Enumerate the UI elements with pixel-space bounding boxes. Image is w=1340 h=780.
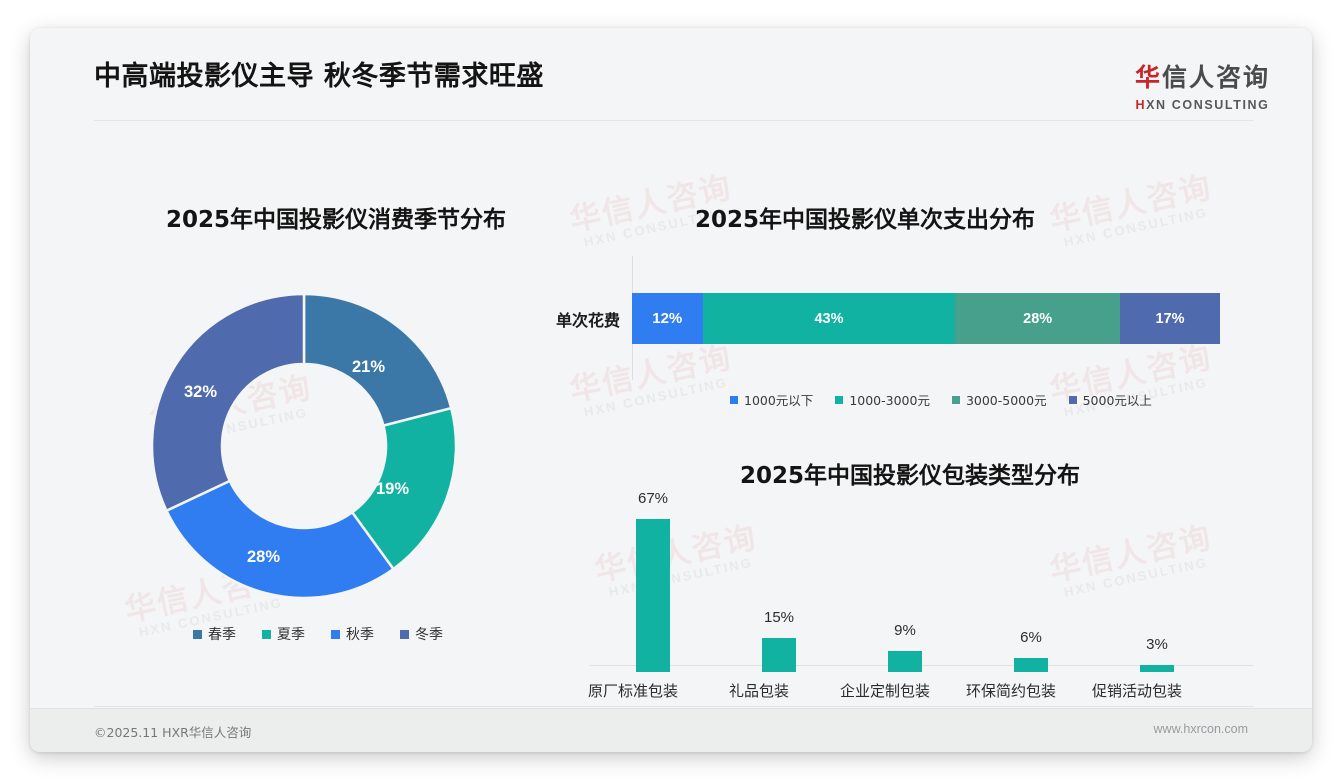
legend-item-3000-5000[interactable]: 3000-5000元 [951, 390, 1047, 409]
legend-label-3000-5000: 3000-5000元 [965, 393, 1047, 408]
legend-swatch-under-1000 [730, 395, 738, 404]
legend-label-winter: 冬季 [415, 627, 443, 643]
watermark-cn-text: 华信人咨询 [566, 339, 736, 409]
legend-swatch-spring [193, 629, 202, 639]
watermark-en-text: HXN CONSULTING [1062, 204, 1210, 250]
stack-segment-under-1000[interactable]: 12% [632, 293, 703, 344]
stacked-bar-legend: 1000元以下 1000-3000元 3000-5000元 5000元以上 [730, 390, 1152, 409]
donut-slice-autumn[interactable] [164, 479, 396, 600]
legend-item-above-5000[interactable]: 5000元以上 [1068, 390, 1152, 409]
donut-chart-title: 2025年中国投影仪消费季节分布 [166, 207, 507, 233]
legend-swatch-above-5000 [1068, 395, 1077, 404]
watermark-en-text: HXN CONSULTING [582, 374, 730, 420]
spend-chart-title: 2025年中国投影仪单次支出分布 [695, 207, 1036, 233]
legend-swatch-winter [400, 629, 409, 639]
legend-swatch-summer [262, 629, 271, 639]
column-bar-1[interactable] [762, 638, 796, 672]
logo-cn-highlight: 华 [1134, 63, 1162, 92]
stack-segment-above-5000[interactable]: 17% [1120, 293, 1220, 344]
season-distribution-donut-chart: 21% 19% 28% 32% [134, 276, 474, 616]
column-bar-4[interactable] [1140, 665, 1174, 672]
legend-item-1000-3000[interactable]: 1000-3000元 [835, 390, 930, 409]
column-value-0: 67% [637, 490, 669, 507]
legend-item-winter[interactable]: 冬季 [400, 624, 443, 644]
legend-label-above-5000: 5000元以上 [1082, 393, 1152, 408]
donut-slice-spring[interactable] [302, 292, 453, 428]
slide-footer-bar: ©2025.11 HXR华信人咨询 www.hxrcon.com [30, 708, 1312, 752]
donut-slice-summer[interactable] [350, 406, 458, 571]
column-value-3: 6% [1020, 629, 1042, 646]
donut-chart-legend: 春季 夏季 秋季 冬季 [193, 624, 443, 644]
column-category-3: 环保简约包装 [965, 682, 1056, 700]
legend-label-summer: 夏季 [277, 627, 305, 643]
legend-label-1000-3000: 1000-3000元 [849, 393, 930, 408]
stack-segment-3000-5000[interactable]: 28% [955, 293, 1120, 344]
logo-en-highlight: H [1135, 98, 1147, 112]
column-category-2: 企业定制包装 [839, 682, 930, 700]
legend-label-spring: 春季 [208, 627, 236, 643]
single-spend-stacked-bar: 12% 43% 28% 17% [632, 293, 1220, 344]
logo-en-rest: XN CONSULTING [1146, 98, 1270, 112]
packaging-chart-title: 2025年中国投影仪包装类型分布 [740, 463, 1081, 489]
donut-svg [150, 292, 458, 600]
column-category-1: 礼品包装 [728, 682, 789, 700]
legend-label-autumn: 秋季 [346, 627, 374, 643]
header-divider [94, 120, 1254, 121]
stack-segment-1000-3000[interactable]: 43% [702, 293, 956, 344]
column-value-2: 9% [894, 622, 916, 639]
logo-chinese-text: 华信人咨询 [1135, 58, 1270, 94]
column-chart-baseline [590, 665, 1254, 666]
legend-swatch-1000-3000 [835, 395, 844, 404]
column-bar-0[interactable] [636, 519, 670, 672]
column-value-1: 15% [763, 609, 795, 626]
website-link[interactable]: www.hxrcon.com [1153, 722, 1248, 736]
footnote-divider [94, 706, 1254, 707]
logo-english-text: HXN CONSULTING [1135, 98, 1270, 112]
donut-slice-winter[interactable] [150, 292, 306, 513]
slide-card: 华信人咨询 HXN CONSULTING 华信人咨询 HXN CONSULTIN… [30, 28, 1312, 752]
donut-slice-label-spring: 21% [352, 358, 386, 376]
packaging-type-column-chart: 67% 15% 9% 6% 3% [590, 490, 1254, 672]
donut-slice-label-summer: 19% [376, 480, 410, 498]
column-bar-2[interactable] [888, 651, 922, 672]
column-category-4: 促销活动包装 [1091, 682, 1182, 700]
legend-swatch-autumn [331, 629, 340, 639]
legend-item-summer[interactable]: 夏季 [262, 624, 305, 644]
watermark-cn-text: 华信人咨询 [1046, 169, 1216, 239]
watermark: 华信人咨询 HXN CONSULTING [1046, 169, 1218, 250]
donut-slice-label-winter: 32% [184, 383, 218, 401]
legend-label-under-1000: 1000元以下 [744, 393, 814, 408]
copyright-text: ©2025.11 HXR华信人咨询 [94, 725, 252, 740]
column-bar-3[interactable] [1014, 658, 1048, 672]
legend-item-under-1000[interactable]: 1000元以下 [730, 390, 813, 409]
column-value-4: 3% [1146, 636, 1168, 653]
column-category-0: 原厂标准包装 [587, 682, 678, 700]
stacked-bar-category-label: 单次花费 [555, 311, 620, 330]
page-title: 中高端投影仪主导 秋冬季节需求旺盛 [94, 61, 544, 92]
watermark: 华信人咨询 HXN CONSULTING [566, 339, 738, 420]
slide-header: 中高端投影仪主导 秋冬季节需求旺盛 华信人咨询 HXN CONSULTING [30, 28, 1312, 121]
legend-swatch-3000-5000 [951, 395, 960, 404]
company-logo: 华信人咨询 HXN CONSULTING [1135, 58, 1270, 112]
legend-item-autumn[interactable]: 秋季 [331, 624, 374, 644]
logo-cn-rest: 信人咨询 [1161, 63, 1270, 92]
legend-item-spring[interactable]: 春季 [193, 624, 236, 644]
donut-slice-label-autumn: 28% [247, 548, 281, 566]
